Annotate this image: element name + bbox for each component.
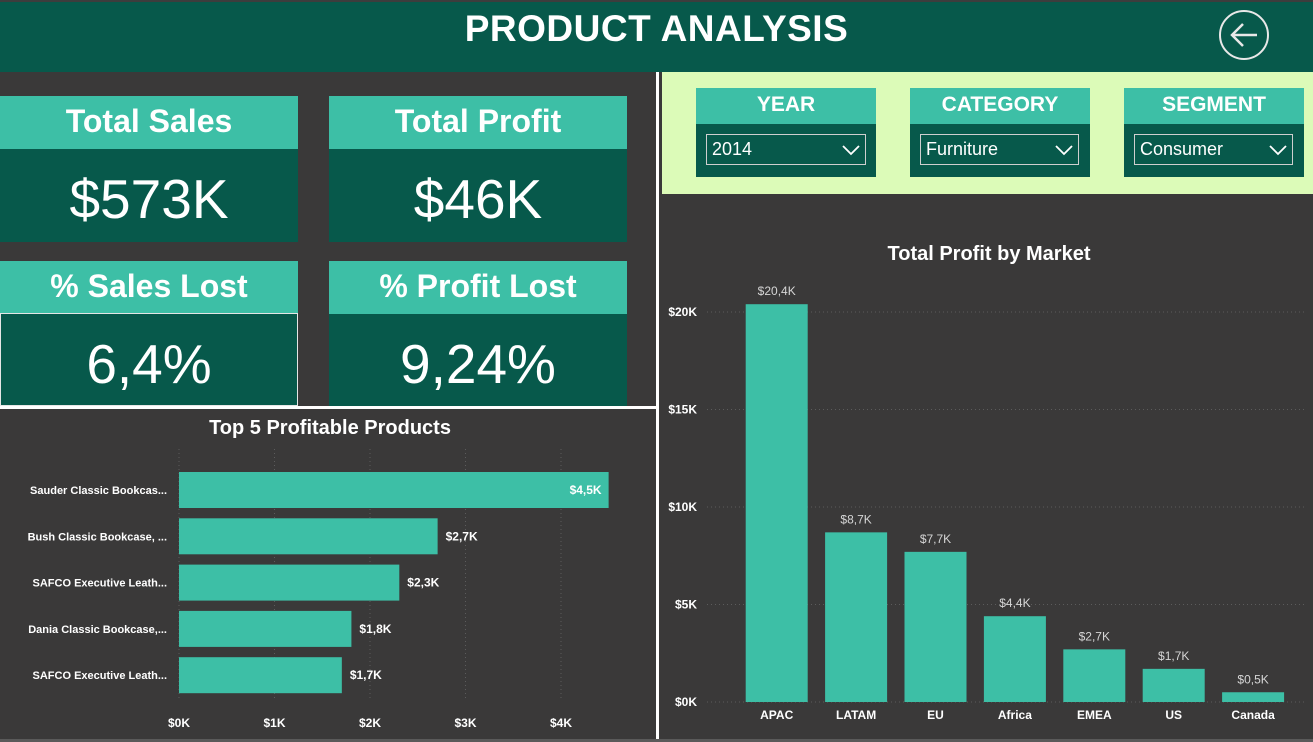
segment-dropdown[interactable]: Consumer bbox=[1134, 134, 1293, 165]
products-bar-chart: $0K $1K $2K $3K $4K Sauder Classic Bookcas...… bbox=[28, 449, 609, 730]
market-data-label: $4,4K bbox=[999, 596, 1030, 610]
horizontal-divider bbox=[0, 406, 656, 409]
segment-filter-label: SEGMENT bbox=[1124, 88, 1304, 124]
kpi-total-sales-value: $573K bbox=[0, 149, 298, 242]
y-tick-label: $5K bbox=[675, 598, 697, 612]
segment-filter: SEGMENT Consumer bbox=[1124, 88, 1304, 177]
market-category-label: US bbox=[1165, 708, 1182, 722]
kpi-total-profit-label: Total Profit bbox=[329, 96, 627, 149]
product-data-label: $1,7K bbox=[350, 668, 382, 682]
y-tick-label: $20K bbox=[668, 305, 697, 319]
year-filter-label: YEAR bbox=[696, 88, 876, 124]
year-dropdown[interactable]: 2014 bbox=[706, 134, 866, 165]
chevron-down-icon bbox=[842, 145, 860, 156]
filter-panel: YEAR 2014 CATEGORY Furniture SEGMENT Con… bbox=[662, 72, 1313, 194]
market-bar[interactable] bbox=[825, 532, 888, 702]
market-category-label: EU bbox=[927, 708, 944, 722]
products-chart-title: Top 5 Profitable Products bbox=[209, 417, 451, 439]
x-tick-label: $2K bbox=[359, 716, 381, 730]
chevron-down-icon bbox=[1269, 145, 1287, 156]
product-bar[interactable] bbox=[179, 610, 352, 647]
back-button[interactable] bbox=[1219, 10, 1269, 60]
category-dropdown-value: Furniture bbox=[926, 139, 999, 159]
product-category-label: SAFCO Executive Leath... bbox=[33, 578, 167, 590]
market-bar-chart: $0K $5K $10K $15K $20K $20,4K APAC $8,7K LATAM $7… bbox=[668, 284, 1307, 722]
market-category-label: EMEA bbox=[1077, 708, 1112, 722]
product-bar[interactable] bbox=[179, 657, 342, 694]
kpi-profit-lost-label: % Profit Lost bbox=[329, 261, 627, 314]
year-dropdown-value: 2014 bbox=[712, 139, 753, 159]
market-bar[interactable] bbox=[1063, 649, 1126, 702]
y-tick-label: $0K bbox=[675, 695, 697, 709]
product-category-label: Sauder Classic Bookcas... bbox=[30, 485, 167, 497]
category-filter-label: CATEGORY bbox=[910, 88, 1090, 124]
market-bar[interactable] bbox=[1222, 692, 1285, 702]
product-data-label: $4,5K bbox=[570, 483, 602, 497]
product-bar[interactable] bbox=[179, 472, 609, 508]
product-category-label: Dania Classic Bookcase,... bbox=[28, 624, 167, 636]
market-chart-title: Total Profit by Market bbox=[887, 243, 1091, 265]
market-data-label: $8,7K bbox=[840, 512, 871, 526]
segment-dropdown-value: Consumer bbox=[1140, 139, 1224, 159]
market-data-label: $1,7K bbox=[1158, 649, 1189, 663]
product-bar[interactable] bbox=[179, 518, 438, 555]
chevron-down-icon bbox=[1055, 145, 1073, 156]
vertical-divider bbox=[656, 72, 659, 742]
product-bar[interactable] bbox=[179, 564, 400, 601]
product-category-label: SAFCO Executive Leath... bbox=[33, 670, 167, 682]
x-tick-label: $1K bbox=[263, 716, 285, 730]
product-data-label: $1,8K bbox=[359, 622, 391, 636]
category-dropdown[interactable]: Furniture bbox=[920, 134, 1079, 165]
kpi-sales-lost-label: % Sales Lost bbox=[0, 261, 298, 314]
year-filter: YEAR 2014 bbox=[696, 88, 876, 177]
arrow-left-circle-icon bbox=[1230, 23, 1257, 47]
x-tick-label: $4K bbox=[550, 716, 572, 730]
kpi-sales-lost-value: 6,4% bbox=[0, 313, 298, 406]
header-bar: PRODUCT ANALYSIS bbox=[0, 0, 1313, 72]
market-bar[interactable] bbox=[745, 304, 808, 702]
x-tick-label: $0K bbox=[168, 716, 190, 730]
kpi-total-profit-value: $46K bbox=[329, 149, 627, 242]
product-data-label: $2,3K bbox=[407, 576, 439, 590]
page-title: PRODUCT ANALYSIS bbox=[464, 8, 849, 49]
market-data-label: $7,7K bbox=[920, 532, 951, 546]
y-tick-label: $10K bbox=[668, 500, 697, 514]
market-category-label: Canada bbox=[1231, 708, 1275, 722]
market-bar[interactable] bbox=[1142, 668, 1205, 702]
market-data-label: $0,5K bbox=[1237, 672, 1268, 686]
y-tick-label: $15K bbox=[668, 403, 697, 417]
market-bar[interactable] bbox=[983, 616, 1046, 702]
market-data-label: $20,4K bbox=[758, 284, 796, 298]
market-bar[interactable] bbox=[904, 551, 967, 702]
category-filter: CATEGORY Furniture bbox=[910, 88, 1090, 177]
product-data-label: $2,7K bbox=[446, 529, 478, 543]
market-category-label: Africa bbox=[998, 708, 1032, 722]
bottom-divider bbox=[0, 739, 1313, 742]
market-data-label: $2,7K bbox=[1079, 629, 1110, 643]
x-tick-label: $3K bbox=[454, 716, 476, 730]
market-category-label: APAC bbox=[760, 708, 793, 722]
kpi-profit-lost-value: 9,24% bbox=[329, 314, 627, 406]
kpi-total-sales-label: Total Sales bbox=[0, 96, 298, 149]
product-category-label: Bush Classic Bookcase, ... bbox=[28, 531, 167, 543]
market-category-label: LATAM bbox=[836, 708, 876, 722]
